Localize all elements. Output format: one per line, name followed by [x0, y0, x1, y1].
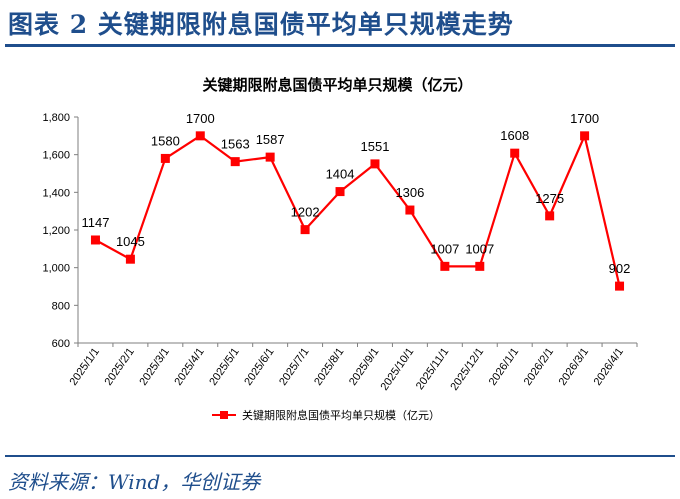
data-point-marker — [475, 261, 485, 271]
data-point-marker — [160, 153, 170, 163]
data-point-marker — [615, 281, 625, 291]
data-point-marker — [405, 205, 415, 215]
data-label: 1202 — [291, 205, 320, 220]
data-point-marker — [90, 235, 100, 245]
x-tick-label: 2026/4/1 — [592, 346, 626, 388]
y-tick-label: 600 — [52, 338, 70, 350]
data-label: 1007 — [430, 241, 459, 256]
data-label: 1306 — [395, 185, 424, 200]
legend-label: 关键期限附息国债平均单只规模（亿元） — [242, 408, 440, 422]
y-tick-label: 1,000 — [42, 263, 70, 275]
data-label: 1700 — [570, 111, 599, 126]
y-tick-label: 1,600 — [42, 150, 70, 162]
data-point-marker — [265, 152, 275, 162]
x-tick-label: 2025/1/1 — [68, 346, 102, 388]
y-tick-label: 800 — [52, 300, 70, 312]
data-point-marker — [125, 254, 135, 264]
data-label: 1608 — [500, 128, 529, 143]
data-label: 1147 — [81, 215, 109, 230]
x-tick-label: 2025/2/1 — [102, 346, 136, 388]
y-axis-ticks: 600 800 1,000 1,200 1,400 1,600 1,800 — [42, 112, 78, 350]
series-line — [94, 134, 621, 287]
x-tick-label: 2025/8/1 — [312, 346, 346, 388]
x-tick-label: 2025/3/1 — [137, 346, 171, 388]
x-tick-label: 2026/1/1 — [487, 346, 521, 388]
data-label: 1007 — [465, 241, 494, 256]
x-tick-label: 2025/7/1 — [277, 346, 311, 388]
chart-title: 关键期限附息国债平均单只规模（亿元） — [202, 76, 472, 94]
data-point-marker — [195, 131, 205, 141]
source-note: 资料来源：Wind，华创证券 — [8, 470, 261, 494]
series-group — [90, 131, 625, 291]
data-point-marker — [370, 159, 380, 169]
y-tick-label: 1,400 — [42, 187, 70, 199]
line-chart: 关键期限附息国债平均单只规模（亿元） 600 800 1,000 1,200 1,400… — [42, 76, 638, 422]
x-tick-label: 2025/5/1 — [207, 346, 241, 388]
chart-legend: 关键期限附息国债平均单只规模（亿元） — [212, 408, 440, 422]
data-point-marker — [335, 187, 345, 197]
data-point-marker — [440, 261, 450, 271]
data-point-marker — [580, 131, 590, 141]
x-tick-label: 2025/11/1 — [414, 346, 451, 392]
x-tick-label: 2025/4/1 — [172, 346, 206, 388]
data-point-marker — [300, 225, 310, 235]
source-divider — [5, 455, 675, 457]
data-label: 1404 — [326, 167, 355, 182]
figure-title: 图表 2 关键期限附息国债平均单只规模走势 — [8, 10, 514, 39]
x-tick-label: 2026/2/1 — [522, 346, 556, 388]
y-tick-label: 1,200 — [42, 225, 70, 237]
data-label: 1551 — [361, 139, 390, 154]
data-label: 1275 — [535, 191, 564, 206]
x-tick-label: 2026/3/1 — [557, 346, 591, 388]
data-label: 902 — [609, 261, 631, 276]
chart-axes — [77, 117, 637, 344]
legend-marker-swatch — [220, 411, 228, 419]
data-point-marker — [545, 211, 555, 221]
data-labels: 1147 1045 1580 1700 1563 1587 1202 1404 1551 1306… — [81, 111, 630, 276]
y-tick-label: 1,800 — [42, 112, 70, 124]
x-tick-label: 2025/9/1 — [347, 346, 381, 388]
data-label: 1580 — [151, 133, 180, 148]
data-label: 1563 — [221, 137, 250, 152]
x-axis-ticks: 2025/1/1 2025/2/1 2025/3/1 2025/4/1 2025/5/1… — [68, 343, 638, 393]
x-tick-label: 2025/6/1 — [242, 346, 276, 388]
data-label: 1700 — [186, 111, 215, 126]
data-label: 1587 — [256, 132, 285, 147]
x-tick-label: 2025/12/1 — [448, 346, 486, 393]
title-divider — [5, 44, 675, 47]
data-point-marker — [510, 148, 520, 158]
data-point-marker — [230, 157, 240, 167]
x-tick-label: 2025/10/1 — [378, 346, 416, 393]
data-label: 1045 — [116, 234, 145, 249]
